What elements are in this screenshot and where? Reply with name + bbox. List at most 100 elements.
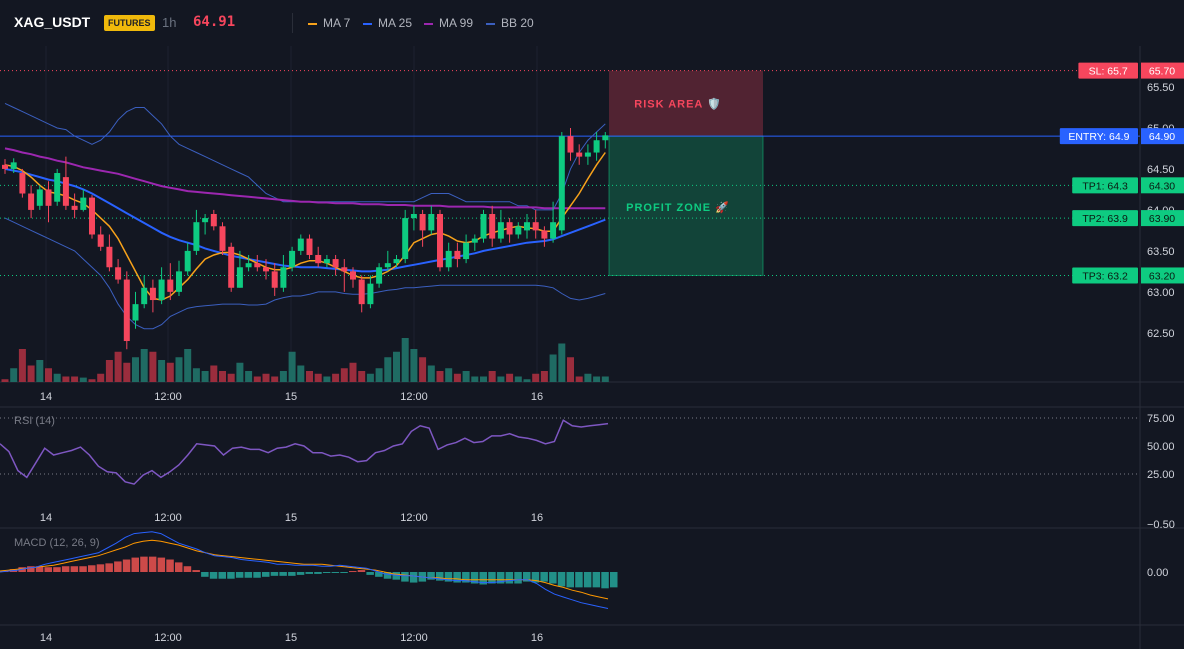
candle-body [36, 189, 43, 206]
candle-body [524, 222, 530, 231]
candle-body [132, 304, 139, 321]
legend-bb20-label: BB 20 [501, 16, 534, 30]
legend-bb20[interactable]: BB 20 [486, 16, 534, 30]
candle-body [54, 173, 61, 202]
volume-bar [419, 357, 427, 382]
macd-hist-bar [392, 572, 400, 580]
candle-body [115, 267, 122, 280]
ma25-line [4, 167, 606, 273]
macd-hist-bar [331, 572, 340, 573]
chart-header: XAG_USDT FUTURES 1h 64.91 MA 7 MA 25 MA … [0, 0, 1184, 46]
symbol-label[interactable]: XAG_USDT [14, 14, 91, 30]
macd-hist-bar [366, 572, 374, 575]
timeframe-label[interactable]: 1h [162, 15, 177, 30]
legend-ma7[interactable]: MA 7 [308, 16, 350, 30]
macd-hist-bar [340, 572, 348, 573]
macd-hist-bar [601, 572, 609, 589]
macd-hist-bar [305, 572, 313, 574]
candle-body [593, 140, 600, 153]
volume-bar [593, 376, 601, 382]
time-tick: 15 [285, 391, 297, 403]
profit-zone [608, 135, 764, 276]
macd-hist-bar [175, 562, 183, 572]
tp3-price-label: 63.20 [1149, 270, 1175, 282]
volume-bar [366, 373, 374, 382]
macd-line [0, 531, 609, 609]
time-tick: 12:00 [400, 632, 428, 644]
volume-bar [462, 371, 470, 382]
ma99-line [4, 147, 606, 210]
sl-price-tag [1141, 62, 1184, 79]
candle-body [10, 162, 17, 169]
futures-badge: FUTURES [104, 15, 155, 31]
rsi-title: RSI (14) [14, 415, 55, 427]
candle-body [89, 197, 95, 235]
candle-body [141, 287, 148, 305]
entry-tag-label: ENTRY: 64.9 [1068, 131, 1129, 143]
macd-hist-bar [349, 571, 357, 573]
time-tick: 16 [531, 391, 543, 403]
time-tick: 16 [531, 632, 543, 644]
macd-hist-bar [270, 572, 279, 576]
macd-hist-bar [453, 572, 461, 583]
candle-body [445, 250, 452, 268]
legend-ma25[interactable]: MA 25 [363, 16, 412, 30]
macd-hist-bar [201, 572, 209, 577]
candle-body [489, 214, 496, 239]
tp2-price-tag [1141, 210, 1184, 227]
volume-bar [253, 376, 261, 382]
tp3-price-tag [1141, 267, 1184, 284]
time-tick: 16 [531, 512, 543, 524]
candle-body [236, 267, 243, 288]
time-tick: 15 [285, 512, 297, 524]
macd-hist-bar [79, 566, 87, 572]
macd-hist-bar [183, 566, 192, 572]
volume-bar [349, 362, 357, 382]
macd-hist-bar [44, 567, 52, 572]
volume-bar [210, 365, 218, 382]
volume-bar [184, 349, 192, 382]
candle-body [323, 259, 330, 264]
volume-bar [506, 373, 514, 382]
volume-bar [358, 371, 366, 382]
macd-hist-bar [496, 572, 505, 584]
candle-body [384, 263, 391, 268]
candle-body [515, 226, 522, 235]
candle-body [254, 263, 261, 268]
macd-hist-bar [288, 572, 296, 576]
macd-hist-bar [105, 563, 113, 572]
macd-hist-bar [549, 572, 557, 584]
time-tick: 12:00 [154, 391, 182, 403]
volume-bar [62, 376, 70, 382]
time-tick: 12:00 [400, 512, 428, 524]
candle-body [332, 259, 339, 268]
volume-bar [79, 377, 87, 382]
candle-body [480, 214, 487, 239]
candle-body [193, 222, 200, 251]
macd-tick: 0.00 [1147, 567, 1168, 579]
volume-bar [532, 373, 540, 382]
macd-hist-bar [375, 572, 383, 577]
candle-body [419, 214, 426, 231]
tp2-price-label: 63.90 [1149, 213, 1175, 225]
volume-bar [1, 379, 9, 382]
candle-body [393, 259, 400, 264]
macd-hist-bar [244, 572, 253, 578]
volume-bar [488, 371, 496, 382]
macd-hist-bar [227, 572, 235, 579]
volume-bar [480, 376, 487, 382]
candle-body [471, 238, 478, 243]
macd-hist-bar [479, 572, 487, 585]
candle-body [45, 189, 52, 206]
macd-hist-bar [209, 572, 218, 579]
header-divider [292, 13, 293, 33]
legend-ma99[interactable]: MA 99 [424, 16, 473, 30]
macd-hist-bar [140, 556, 148, 572]
bb-upper-line [4, 102, 606, 211]
volume-bar [471, 376, 479, 382]
macd-hist-bar [262, 572, 270, 577]
macd-hist-bar [444, 572, 453, 582]
volume-bar [140, 349, 148, 382]
candle-body [602, 135, 609, 141]
